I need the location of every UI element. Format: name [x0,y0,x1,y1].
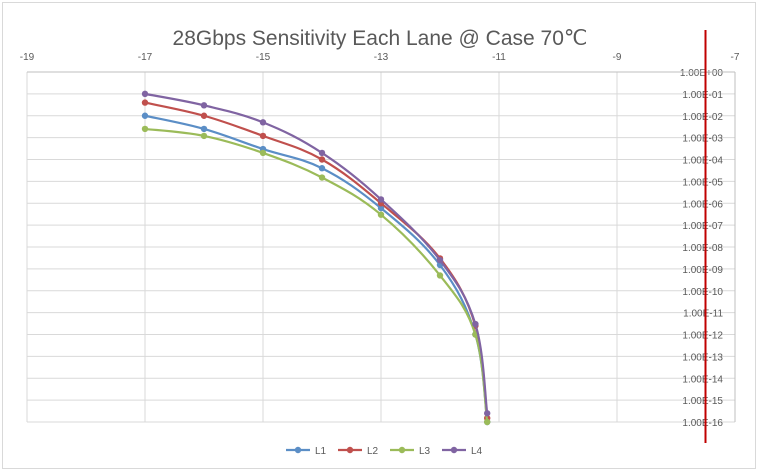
legend-label-l3: L3 [419,446,431,457]
y-tick-label: 1.00E+00 [680,68,724,79]
legend-label-l4: L4 [471,446,483,457]
data-point-l3 [141,125,149,133]
data-point-l4 [318,149,326,157]
data-point-l4 [484,410,491,417]
legend-marker-l2 [346,446,354,454]
y-tick-label: 1.00E-05 [682,177,723,188]
data-point-l4 [472,320,479,328]
data-point-l2 [318,156,326,163]
legend-marker-l3 [398,446,406,454]
legend-label-l1: L1 [315,446,327,457]
y-tick-label: 1.00E-13 [682,352,723,363]
y-tick-label: 1.00E-16 [682,418,723,429]
x-tick-label: -15 [256,52,271,63]
data-point-l1 [377,204,385,212]
data-point-l4 [141,90,149,98]
y-tick-label: 1.00E-09 [682,265,723,276]
y-tick-label: 1.00E-12 [682,331,723,342]
axes: -19 -17 -15 -13 -11 -9 -7 1.00E+00 1.00E-01 1.00E… [20,52,740,429]
data-point-l4 [436,256,444,264]
chart-frame [2,2,756,469]
x-tick-label: -17 [138,52,153,63]
legend-marker-l1 [294,446,302,454]
y-tick-label: 1.00E-14 [682,374,723,385]
data-point-l3 [484,418,491,426]
y-tick-label: 1.00E-11 [683,309,723,320]
data-point-l3 [259,149,267,157]
chart-title: 28Gbps Sensitivity Each Lane @ Case 70℃ [173,27,588,50]
x-tick-label: -7 [731,52,740,63]
y-tick-label: 1.00E-10 [682,287,723,298]
y-tick-label: 1.00E-02 [682,112,723,123]
y-tick-label: 1.00E-06 [682,199,723,210]
y-tick-label: 1.00E-15 [682,396,723,407]
y-tick-label: 1.00E-07 [682,221,723,232]
data-point-l4 [259,119,267,126]
legend-label-l2: L2 [367,446,379,457]
data-point-l1 [200,125,208,133]
x-tick-label: -11 [492,52,506,63]
data-point-l3 [377,211,385,218]
data-point-l3 [436,272,444,279]
series-line-l4 [144,92,489,414]
data-point-l3 [318,174,326,181]
data-point-l2 [141,99,149,106]
data-point-l4 [200,102,208,109]
data-point-l3 [200,132,208,140]
x-tick-label: -19 [20,52,35,63]
x-tick-label: -9 [613,52,622,63]
series-layer [141,30,707,443]
legend-marker-l4 [450,446,458,454]
y-tick-label: 1.00E-04 [682,156,723,167]
y-tick-label: 1.00E-01 [682,90,723,101]
data-point-l4 [377,196,385,203]
y-tick-label: 1.00E-03 [682,134,723,145]
data-point-l1 [318,165,326,172]
data-point-l2 [200,112,208,119]
grid [26,71,736,423]
data-point-l1 [141,112,149,119]
legend: L1 L2 L3 L4 [286,446,483,457]
y-tick-label: 1.00E-08 [682,243,723,254]
data-point-l2 [259,132,267,140]
x-tick-label: -13 [374,52,389,63]
